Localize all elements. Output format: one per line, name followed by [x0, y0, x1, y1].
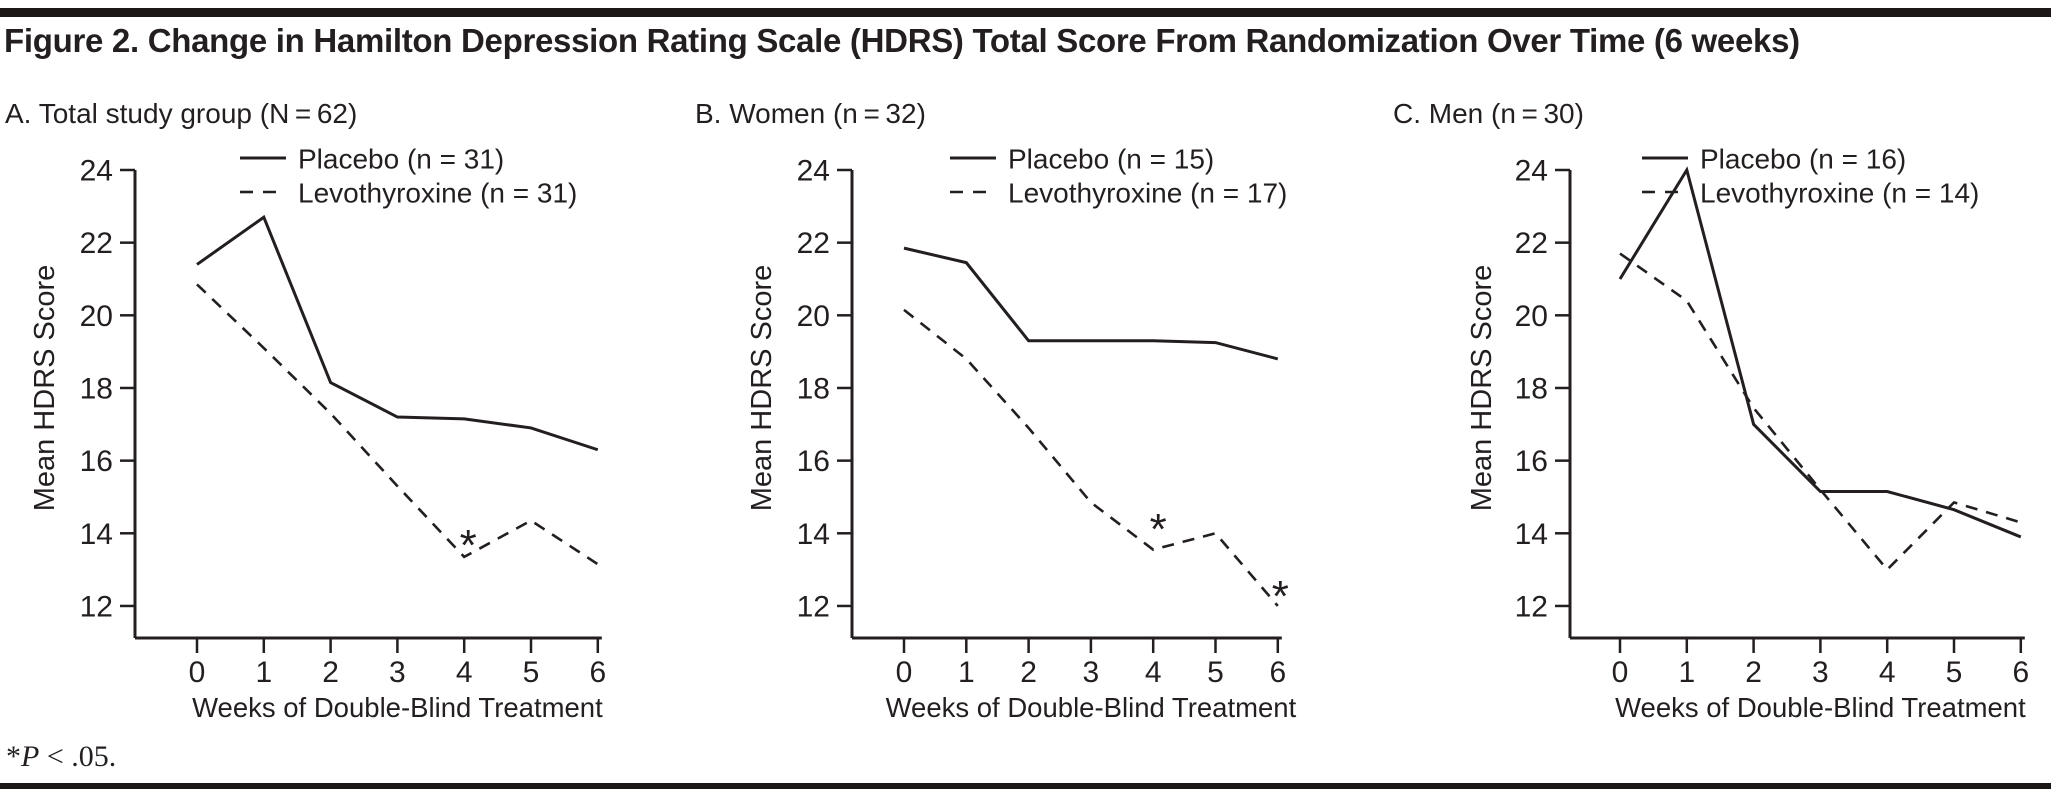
panel-c-y-tick-label: 12	[1515, 590, 1548, 623]
panel-b-y-tick-label: 20	[797, 300, 830, 333]
panel-b-x-tick-label: 5	[1207, 656, 1224, 689]
panel-a-y-axis-title: Mean HDRS Score	[29, 265, 61, 512]
panel-c-x-tick-label: 6	[2012, 656, 2029, 689]
panel-b-x-tick-label: 1	[958, 656, 975, 689]
panel-a-x-axis-title: Weeks of Double-Blind Treatment	[192, 692, 603, 723]
panel-b-x-tick-label: 3	[1083, 656, 1100, 689]
panel-c-y-tick-label: 18	[1515, 372, 1548, 405]
panel-b-y-tick-label: 24	[797, 155, 830, 188]
panel-c: C. Men (n = 30) 12 14 16 18 20 22 24 0 1 2 3 4 5 6 Wee…	[1370, 0, 2051, 798]
panel-c-x-tick-label: 3	[1812, 656, 1829, 689]
panel-a-legend-placebo-label: Placebo (n = 31)	[298, 144, 504, 175]
panel-c-x-tick-label: 4	[1879, 656, 1896, 689]
panel-b-levothyroxine-line	[903, 308, 1279, 607]
panel-b-y-tick-label: 16	[797, 445, 830, 478]
panel-c-y-tick-label: 24	[1515, 155, 1548, 188]
panel-a-y-tick-label: 14	[80, 518, 113, 551]
panel-b-placebo-line	[903, 246, 1279, 361]
panel-a-y-tick-label: 22	[80, 227, 113, 260]
panel-c-levothyroxine-line	[1619, 252, 2022, 572]
panel-a-placebo-line	[196, 214, 599, 452]
panel-b-y-tick-label: 18	[797, 372, 830, 405]
panel-a-x-tick-label: 6	[589, 656, 606, 689]
footnote-marker: *	[6, 740, 21, 773]
panel-c-y-axis-title: Mean HDRS Score	[1466, 265, 1498, 512]
panel-b-legend-placebo-label: Placebo (n = 15)	[1008, 144, 1214, 175]
panel-a-heading: A. Total study group (N = 62)	[5, 98, 358, 129]
top-rule	[0, 8, 2051, 17]
bottom-rule	[0, 783, 2051, 789]
panel-a-levothyroxine-line	[196, 283, 599, 566]
panel-b-x-tick-label: 2	[1020, 656, 1037, 689]
panel-b-significance-asterisk: *	[1150, 505, 1167, 554]
panel-a-y-tick-label: 18	[80, 372, 113, 405]
panel-b-x-tick-label: 0	[896, 656, 913, 689]
panel-c-y-tick-label: 20	[1515, 300, 1548, 333]
panel-b-x-tick-label: 4	[1145, 656, 1162, 689]
panel-c-y-tick-label: 16	[1515, 445, 1548, 478]
panel-a-legend-levothyroxine-label: Levothyroxine (n = 31)	[298, 178, 577, 209]
footnote: *P < .05.	[6, 740, 116, 774]
panel-b-significance-asterisk: *	[1272, 572, 1289, 621]
panel-c-y-tick-label: 22	[1515, 227, 1548, 260]
panel-a-x-tick-label: 4	[456, 656, 473, 689]
panel-b-y-tick-label: 14	[797, 518, 830, 551]
panel-c-x-axis-title: Weeks of Double-Blind Treatment	[1615, 692, 2026, 723]
panel-b-heading: B. Women (n = 32)	[695, 98, 926, 129]
panel-a-y-tick-label: 16	[80, 445, 113, 478]
panel-a-x-tick-label: 2	[322, 656, 339, 689]
panel-b-legend-levothyroxine-label: Levothyroxine (n = 17)	[1008, 178, 1287, 209]
panel-c-heading: C. Men (n = 30)	[1393, 98, 1584, 129]
panel-b-y-tick-label: 12	[797, 590, 830, 623]
panel-a-significance-asterisk: *	[460, 521, 477, 570]
panel-a-y-tick-label: 24	[80, 155, 113, 188]
panel-c-x-tick-label: 5	[1946, 656, 1963, 689]
panel-c-x-tick-label: 1	[1678, 656, 1695, 689]
panel-a-y-tick-label: 12	[80, 590, 113, 623]
panel-a-x-tick-label: 3	[389, 656, 406, 689]
footnote-rest: < .05.	[39, 740, 117, 773]
panel-b: B. Women (n = 32) 12 14 16 18 20 22 24 0 1 2 3 4 5 6 W…	[680, 0, 1370, 798]
panel-c-legend-placebo-label: Placebo (n = 16)	[1700, 144, 1906, 175]
panel-b-x-axis-title: Weeks of Double-Blind Treatment	[886, 692, 1297, 723]
panel-a-x-tick-label: 1	[255, 656, 272, 689]
panel-a: A. Total study group (N = 62) 12 14 16 18 20…	[0, 0, 680, 798]
figure-title: Figure 2. Change in Hamilton Depression …	[4, 22, 1800, 59]
panel-c-y-tick-label: 14	[1515, 518, 1548, 551]
panel-c-placebo-line	[1618, 166, 2022, 539]
panel-a-x-tick-label: 0	[189, 656, 206, 689]
panel-c-x-tick-label: 2	[1745, 656, 1762, 689]
panel-a-x-tick-label: 5	[523, 656, 540, 689]
panel-b-x-tick-label: 6	[1269, 656, 1286, 689]
panel-a-y-tick-label: 20	[80, 300, 113, 333]
panel-c-legend-levothyroxine-label: Levothyroxine (n = 14)	[1700, 178, 1979, 209]
footnote-p-symbol: P	[21, 740, 40, 773]
panel-c-x-tick-label: 0	[1612, 656, 1629, 689]
panel-b-y-tick-label: 22	[797, 227, 830, 260]
panel-b-y-axis-title: Mean HDRS Score	[746, 265, 778, 512]
